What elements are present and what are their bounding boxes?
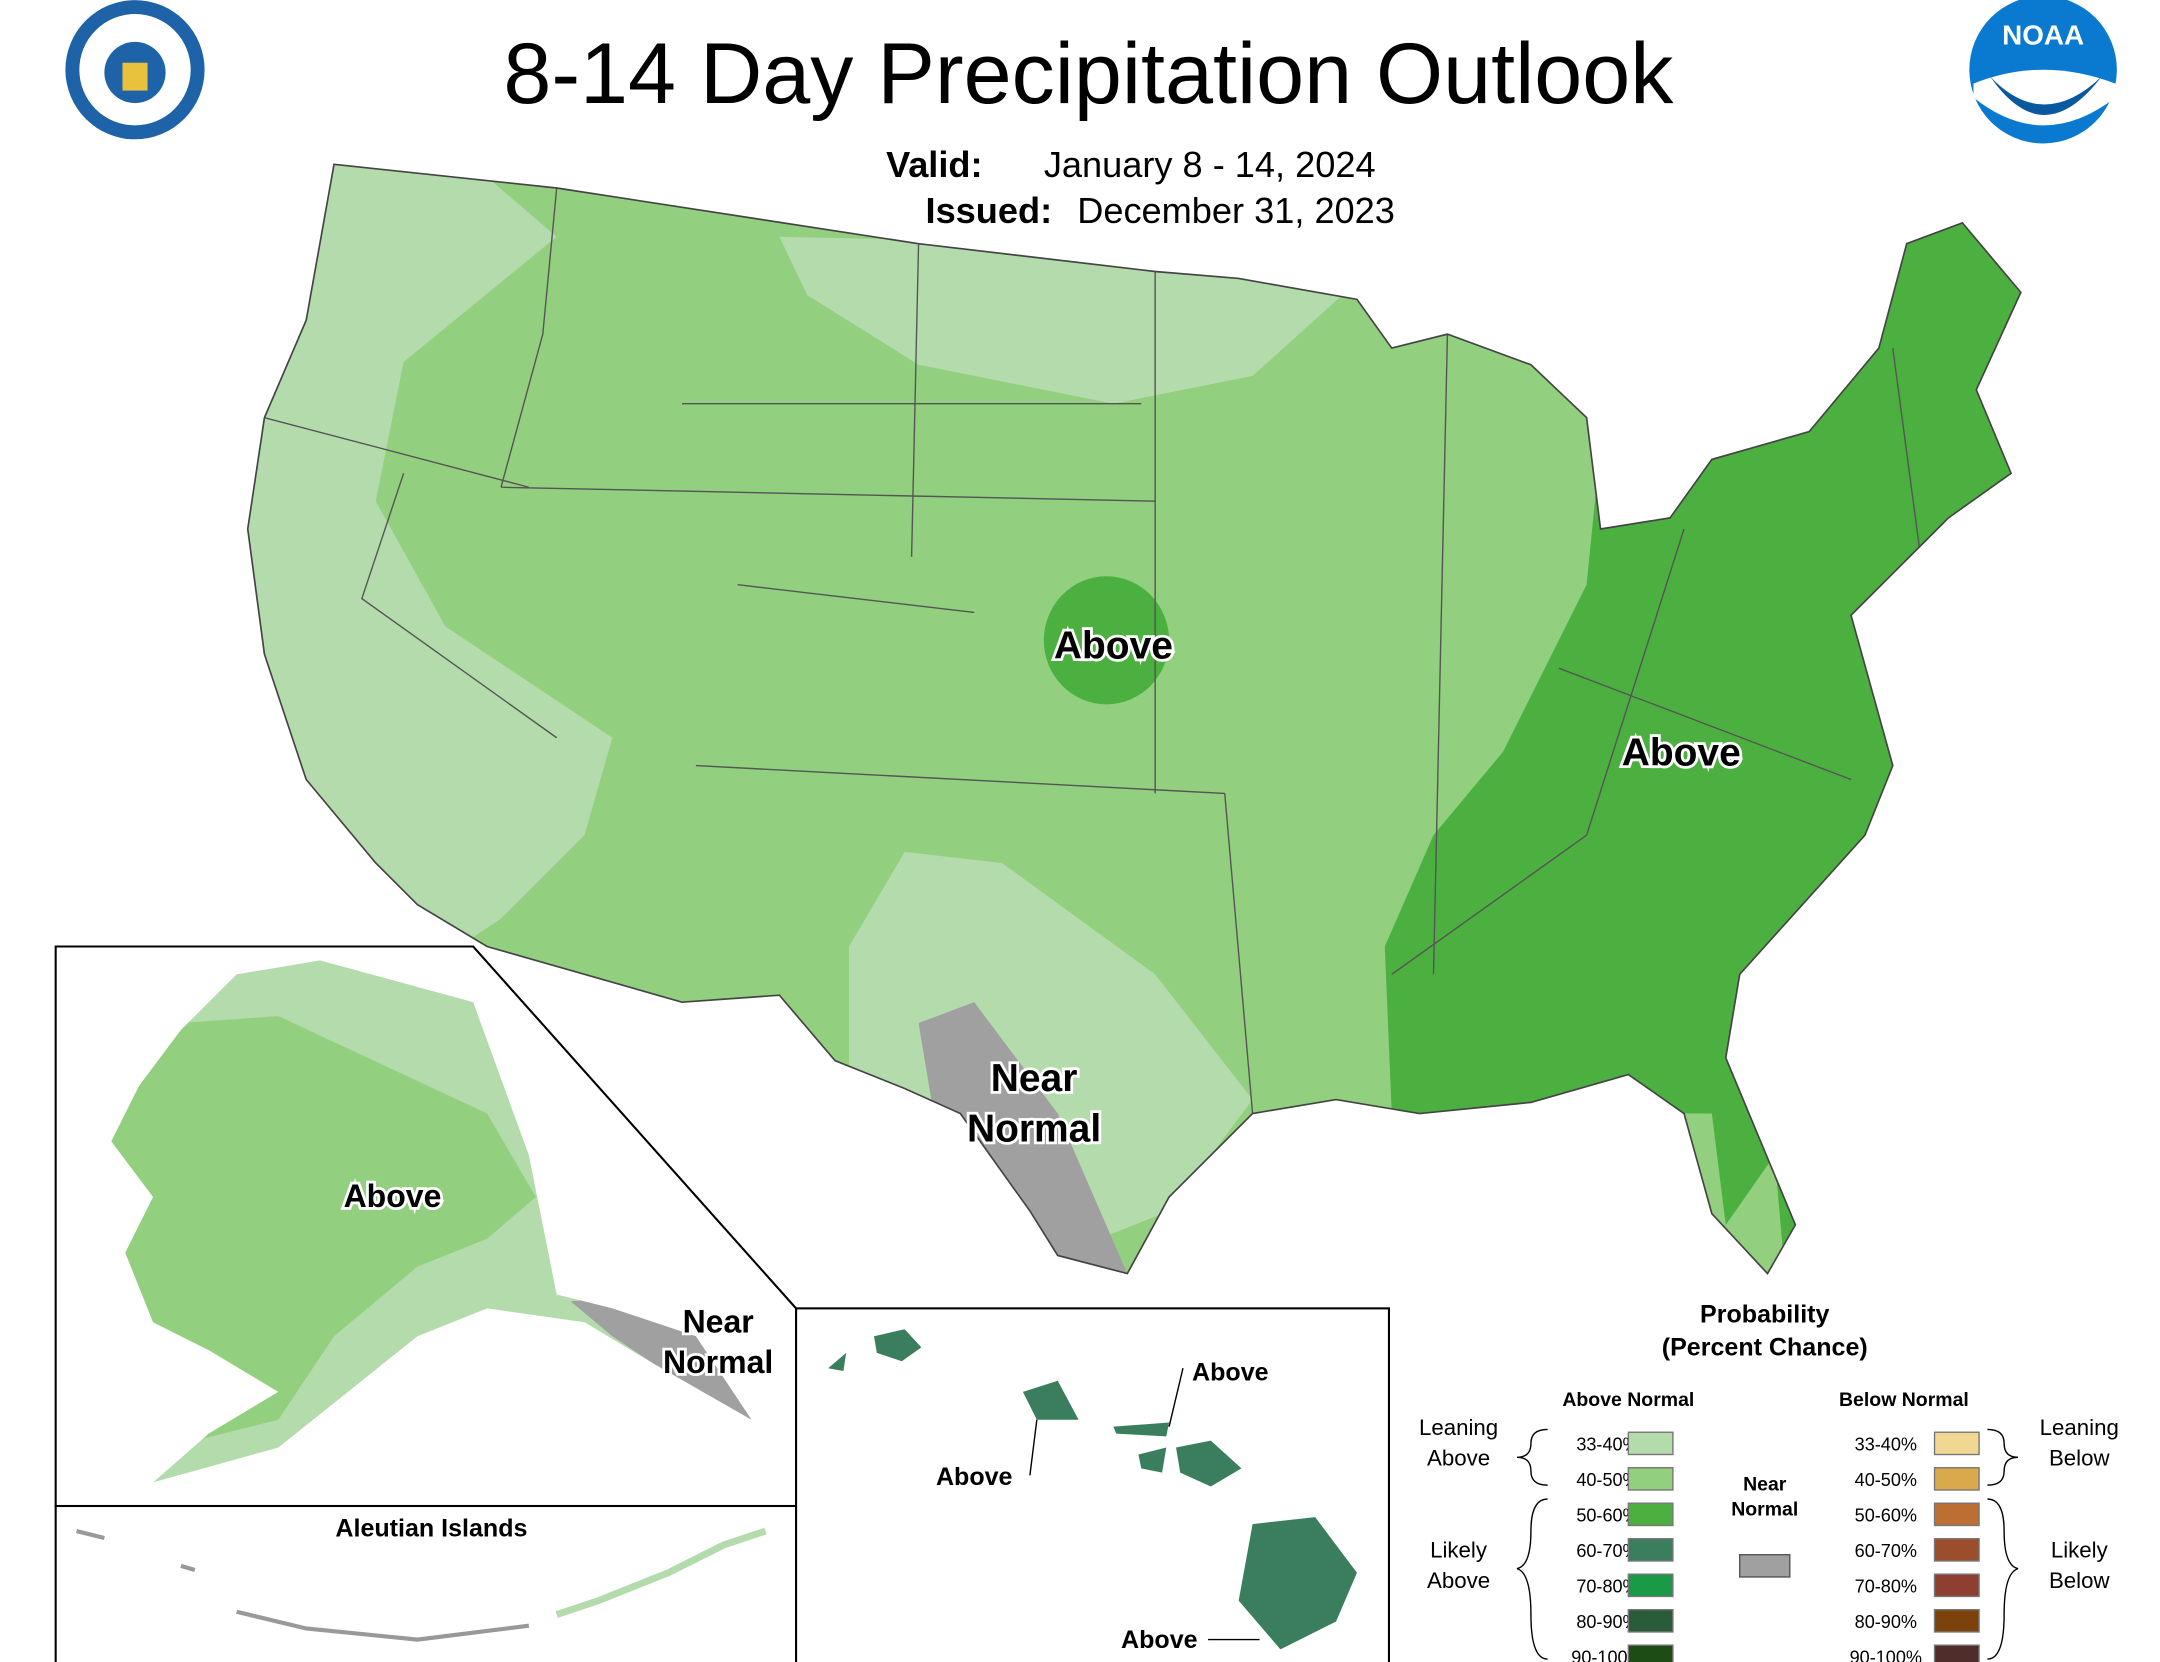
legend-swatch xyxy=(1933,1644,1980,1662)
legend-label: 80-90% xyxy=(1576,1612,1638,1632)
aleutian-inset xyxy=(54,1504,798,1662)
legend-swatch xyxy=(1933,1431,1980,1456)
legend-label: 33-40% xyxy=(1576,1434,1638,1454)
legend-label: 90-100% xyxy=(1571,1647,1643,1662)
legend-label: 60-70% xyxy=(1576,1541,1638,1561)
legend-swatch xyxy=(1627,1502,1674,1527)
legend-swatch xyxy=(1627,1644,1674,1662)
islands xyxy=(828,1329,1357,1650)
valid-date: January 8 - 14, 2024 xyxy=(1044,144,1376,185)
legend-swatch xyxy=(1627,1573,1674,1598)
legend-group: Leaning Above xyxy=(1419,1415,1498,1471)
aleutian-title: Aleutian Islands xyxy=(335,1515,527,1543)
legend-label: 50-60% xyxy=(1855,1505,1917,1525)
legend-swatch xyxy=(1738,1554,1791,1578)
legend-group: Leaning Below xyxy=(2040,1415,2119,1471)
legend-label: 40-50% xyxy=(1855,1470,1917,1490)
label-above: Above xyxy=(344,1178,442,1214)
conus-outline xyxy=(246,163,2022,1275)
aleutian-islands-west xyxy=(76,1529,530,1642)
legend-label: 40-50% xyxy=(1576,1470,1638,1490)
legend-title: Probability (Percent Chance) xyxy=(1662,1300,1868,1361)
legend-label: 70-80% xyxy=(1855,1576,1917,1596)
legend-heading: Below Normal xyxy=(1839,1389,1969,1411)
region-near-normal xyxy=(918,1002,1128,1274)
noaa-logo: NOAA xyxy=(1969,0,2117,144)
legend-swatch xyxy=(1933,1573,1980,1598)
hawaii-map xyxy=(828,1329,1357,1650)
legend-label: 70-80% xyxy=(1576,1576,1638,1596)
legend-label: 50-60% xyxy=(1576,1505,1638,1525)
label-above: Above xyxy=(1622,732,1741,775)
issued-label: Issued: xyxy=(926,190,1053,231)
label-above: Above xyxy=(1192,1359,1269,1387)
label-near-normal: Near Normal xyxy=(663,1304,773,1380)
legend-swatch xyxy=(1933,1538,1980,1562)
issued-date: December 31, 2023 xyxy=(1077,190,1395,231)
region-50-60-nebraska xyxy=(1043,576,1170,705)
legend-group: Likely Above xyxy=(1427,1537,1490,1593)
region-33-40-west xyxy=(247,164,613,975)
legend-swatch xyxy=(1627,1538,1674,1562)
legend-swatch xyxy=(1933,1608,1980,1633)
legend-swatch xyxy=(1627,1431,1674,1456)
label-above: Above xyxy=(1121,1626,1198,1654)
legend-swatch xyxy=(1933,1502,1980,1527)
commerce-seal xyxy=(65,0,205,140)
legend-label: 33-40% xyxy=(1855,1434,1917,1454)
label-above: Above xyxy=(1054,624,1173,667)
legend-heading: Above Normal xyxy=(1562,1389,1694,1411)
legend-near-normal: Near Normal xyxy=(1731,1474,1798,1521)
aleutian-islands xyxy=(555,1527,767,1618)
legend-swatch xyxy=(1627,1608,1674,1633)
legend-braces xyxy=(1516,1428,2019,1660)
page-title: 8-14 Day Precipitation Outlook xyxy=(503,26,1674,122)
label-above: Above xyxy=(936,1463,1013,1491)
legend-label: 60-70% xyxy=(1855,1541,1917,1561)
legend-swatch xyxy=(1627,1467,1674,1491)
noaa-text: NOAA xyxy=(2002,20,2084,51)
legend-label: 90-100% xyxy=(1850,1647,1922,1662)
legend: Probability (Percent Chance) Above Normal… xyxy=(1419,1300,2119,1662)
legend-group: Likely Below xyxy=(2049,1537,2111,1593)
valid-label: Valid: xyxy=(886,144,983,185)
label-near-normal: Near Normal xyxy=(967,1057,1101,1150)
legend-label: 80-90% xyxy=(1855,1612,1917,1632)
legend-swatch xyxy=(1933,1467,1980,1491)
